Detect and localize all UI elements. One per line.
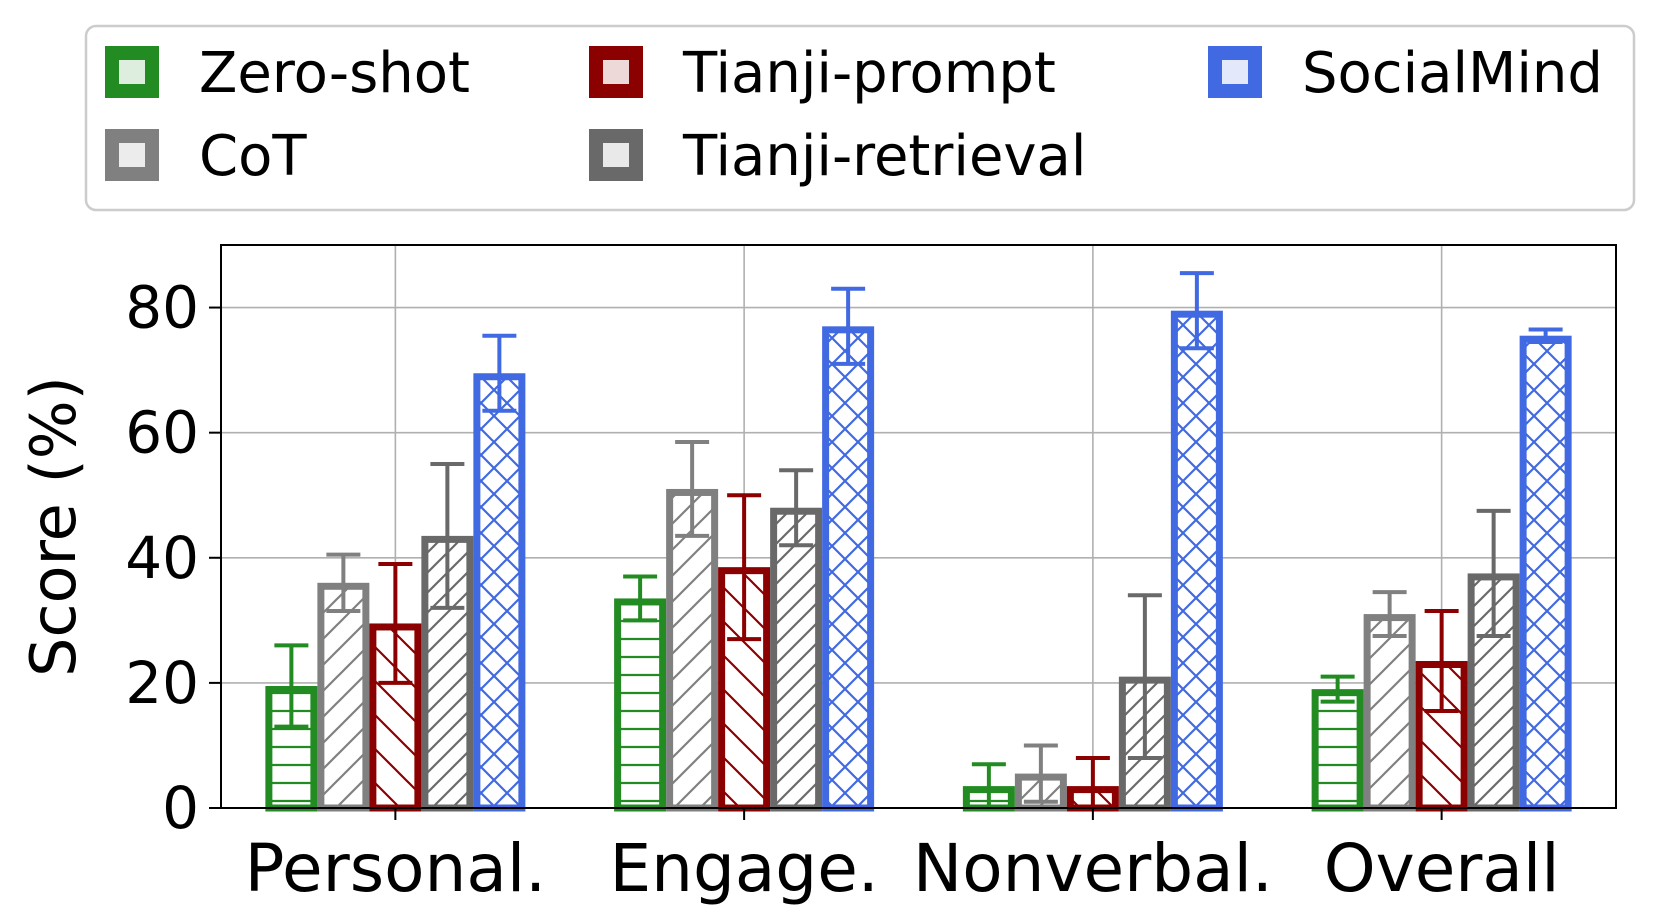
y-axis-label: Score (%): [17, 376, 90, 677]
legend-swatch-tint: [119, 143, 145, 167]
x-tick-label: Personal.: [245, 830, 547, 907]
legend-item-cot: CoT: [105, 124, 307, 189]
x-tick-label: Nonverbal.: [913, 830, 1273, 907]
legend-swatch-hatch: [119, 60, 145, 84]
bar-zero-shot-engage: [614, 598, 667, 812]
error-bar: [1127, 593, 1162, 760]
legend-item-tianji-retrieval: Tianji-retrieval: [589, 124, 1086, 189]
legend-item-zero-shot: Zero-shot: [105, 41, 470, 106]
error-bar: [779, 468, 814, 548]
error-bar: [378, 562, 413, 685]
error-bar: [1023, 743, 1058, 804]
legend-label: Tianji-prompt: [682, 41, 1056, 106]
y-tick-label: 20: [125, 649, 199, 717]
legend-swatch-hatch: [603, 60, 629, 84]
error-bar: [727, 493, 762, 642]
error-bar: [1424, 608, 1459, 714]
error-bar: [430, 461, 465, 610]
error-bar: [326, 552, 361, 613]
bar-cot-personal: [317, 582, 370, 812]
x-tick-label: Overall: [1324, 830, 1560, 907]
y-tick-label: 80: [125, 274, 199, 342]
error-bar: [482, 333, 517, 413]
error-bar: [1179, 271, 1214, 351]
legend-swatch-hatch: [603, 143, 629, 167]
legend-swatch-hatch: [1222, 60, 1248, 84]
bar-tianji-retrieval-engage: [770, 507, 823, 812]
error-bar: [1528, 327, 1563, 344]
x-tick-label: Engage.: [609, 830, 878, 907]
y-tick-label: 40: [125, 524, 199, 592]
legend-label: Tianji-retrieval: [682, 124, 1086, 189]
legend-label: Zero-shot: [199, 41, 470, 106]
legend-swatch-tint: [603, 60, 629, 84]
legend-swatch-tint: [1222, 60, 1248, 84]
axes-frame: [220, 244, 1617, 809]
legend-label: CoT: [199, 124, 307, 189]
y-tick-label: 0: [162, 774, 199, 842]
plot-area: 0 20 40 60 80 Personal. Engage. Nonverbal. Overa…: [17, 244, 1617, 907]
legend: Zero-shot CoT Tianji-prompt Tianji-retrieva…: [84, 24, 1636, 212]
error-bar: [1320, 674, 1355, 704]
legend-item-socialmind: SocialMind: [1208, 41, 1603, 106]
bar-cot-engage: [666, 488, 719, 812]
error-bar: [623, 574, 658, 623]
error-bar: [274, 643, 309, 729]
bar-socialmind-nonverbal: [1170, 310, 1223, 812]
bar-socialmind-engage: [822, 326, 875, 812]
legend-swatch-tint: [119, 60, 145, 84]
bar-socialmind-personal: [473, 373, 526, 812]
error-bar: [831, 286, 866, 366]
legend-item-tianji-prompt: Tianji-prompt: [589, 41, 1056, 106]
legend-swatch: [589, 129, 643, 181]
legend-swatch-tint: [603, 143, 629, 167]
error-bar: [1476, 508, 1511, 638]
bar-cot-overall: [1363, 614, 1416, 812]
bar-zero-shot-overall: [1311, 689, 1364, 812]
legend-swatch-hatch: [119, 143, 145, 167]
bar-socialmind-overall: [1519, 335, 1572, 812]
error-bar: [1372, 590, 1407, 638]
legend-label: SocialMind: [1302, 41, 1603, 106]
error-bar: [675, 440, 710, 538]
y-tick-label: 60: [125, 399, 199, 467]
